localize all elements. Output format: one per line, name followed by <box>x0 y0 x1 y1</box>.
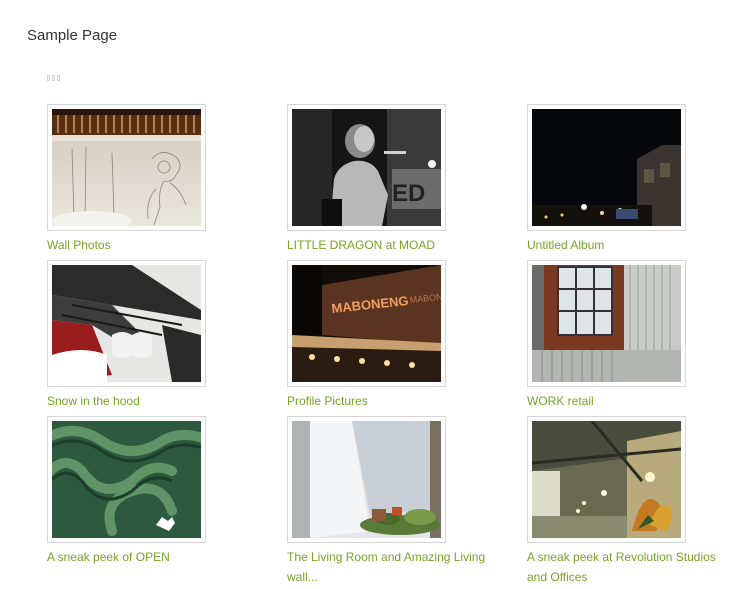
album-item: Snow in the hood <box>47 260 257 411</box>
page-title: Sample Page <box>27 27 118 44</box>
album-title-link[interactable]: The Living Room and Amazing Living wall.… <box>287 550 486 584</box>
maboneng-building-photo: MABONENG MABON <box>292 265 441 382</box>
loader-dot <box>52 75 55 81</box>
living-wall-photo <box>292 421 441 538</box>
album-thumbnail-link[interactable] <box>527 104 686 231</box>
album-item: Wall Photos <box>47 104 257 255</box>
loader-dot <box>57 75 60 81</box>
album-item: MABONENG MABON Profile Pictures <box>287 260 497 411</box>
album-title-link[interactable]: Snow in the hood <box>47 394 140 408</box>
album-thumbnail-link[interactable] <box>527 260 686 387</box>
loading-indicator <box>47 75 60 81</box>
warehouse-window-photo <box>532 265 681 382</box>
album-thumbnail-link[interactable]: MABONENG MABON <box>287 260 446 387</box>
album-thumbnail-link[interactable] <box>287 416 446 543</box>
album-item: A sneak peek at Revolution Studios and O… <box>527 416 732 587</box>
album-thumbnail-link[interactable] <box>47 416 206 543</box>
night-city-photo <box>532 109 681 226</box>
album-title-link[interactable]: LITTLE DRAGON at MOAD <box>287 238 436 252</box>
album-thumbnail-link[interactable] <box>47 260 206 387</box>
album-title-link[interactable]: Untitled Album <box>527 238 605 252</box>
wall-sketch-photo <box>52 109 201 226</box>
album-item: A sneak peek of OPEN <box>47 416 257 567</box>
album-title-link[interactable]: A sneak peek at Revolution Studios and O… <box>527 550 716 584</box>
snow-rooftop-photo <box>52 265 201 382</box>
loader-dot <box>47 75 50 81</box>
album-title-link[interactable]: Profile Pictures <box>287 394 368 408</box>
album-item: WORK retail <box>527 260 732 411</box>
album-title-link[interactable]: A sneak peek of OPEN <box>47 550 170 564</box>
album-title-link[interactable]: Wall Photos <box>47 238 111 252</box>
studio-interior-photo <box>532 421 681 538</box>
concert-performer-photo: ED <box>292 109 441 226</box>
green-wall-art-photo <box>52 421 201 538</box>
album-item: The Living Room and Amazing Living wall.… <box>287 416 497 587</box>
album-thumbnail-link[interactable] <box>47 104 206 231</box>
album-item: Untitled Album <box>527 104 732 255</box>
album-item: ED LITTLE DRAGON at MOAD <box>287 104 497 255</box>
svg-text:ED: ED <box>392 180 425 207</box>
svg-text:MABON: MABON <box>409 292 441 305</box>
album-title-link[interactable]: WORK retail <box>527 394 594 408</box>
album-thumbnail-link[interactable] <box>527 416 686 543</box>
album-thumbnail-link[interactable]: ED <box>287 104 446 231</box>
